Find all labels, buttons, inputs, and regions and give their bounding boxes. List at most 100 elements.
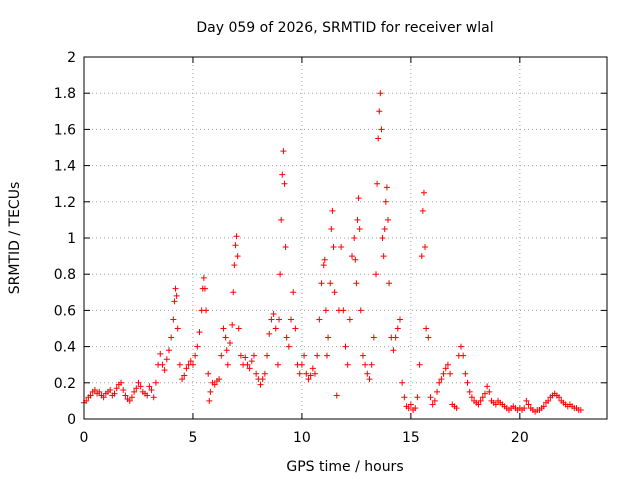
- data-point: [107, 387, 114, 394]
- data-point: [322, 307, 329, 314]
- data-point: [196, 329, 203, 336]
- data-point: [384, 216, 391, 223]
- data-point: [376, 108, 383, 115]
- data-point: [113, 385, 120, 392]
- data-point: [412, 405, 419, 412]
- data-point: [318, 280, 325, 287]
- data-point: [346, 316, 353, 323]
- y-tick-label: 1.8: [54, 86, 76, 102]
- data-point: [266, 330, 273, 337]
- data-point: [203, 307, 210, 314]
- data-point: [290, 289, 297, 296]
- data-point: [183, 365, 190, 372]
- data-point: [374, 180, 381, 187]
- data-point: [250, 352, 257, 359]
- data-point: [137, 383, 144, 390]
- data-point: [378, 126, 385, 133]
- data-point: [179, 376, 186, 383]
- data-point: [468, 394, 475, 401]
- data-point: [321, 256, 328, 263]
- data-point: [264, 352, 271, 359]
- data-point: [383, 184, 390, 191]
- data-point: [201, 285, 208, 292]
- data-point: [392, 334, 399, 341]
- data-point: [233, 233, 240, 240]
- data-point: [333, 392, 340, 399]
- y-tick-label: 1.4: [54, 159, 76, 175]
- y-tick-label: 0.2: [54, 376, 76, 392]
- data-point: [192, 352, 199, 359]
- data-point: [342, 343, 349, 350]
- data-point: [545, 397, 552, 404]
- data-point: [303, 370, 310, 377]
- data-point: [438, 376, 445, 383]
- data-point: [161, 367, 168, 374]
- data-point: [577, 406, 584, 413]
- data-point: [87, 392, 94, 399]
- data-point: [285, 343, 292, 350]
- data-point: [362, 361, 369, 368]
- data-point: [126, 397, 133, 404]
- data-point: [298, 361, 305, 368]
- data-point: [431, 397, 438, 404]
- y-tick-label: 0.4: [54, 340, 76, 356]
- data-point: [462, 370, 469, 377]
- data-point: [274, 361, 281, 368]
- data-point: [556, 394, 563, 401]
- data-point: [344, 361, 351, 368]
- data-point: [216, 376, 223, 383]
- data-point: [323, 352, 330, 359]
- data-point: [277, 271, 284, 278]
- data-point: [189, 361, 196, 368]
- data-point: [237, 352, 244, 359]
- x-tick-label: 10: [293, 430, 311, 446]
- y-tick-label: 1.2: [54, 195, 76, 211]
- data-point: [296, 370, 303, 377]
- data-point: [375, 135, 382, 142]
- data-point: [370, 334, 377, 341]
- data-point: [283, 334, 290, 341]
- data-point: [309, 365, 316, 372]
- data-point: [479, 394, 486, 401]
- data-point: [91, 387, 98, 394]
- y-tick-label: 0.8: [54, 267, 76, 283]
- data-point: [447, 370, 454, 377]
- data-point: [229, 321, 236, 328]
- data-point: [246, 365, 253, 372]
- data-point: [165, 347, 172, 354]
- data-point: [200, 274, 207, 281]
- data-point: [355, 195, 362, 202]
- data-point: [146, 383, 153, 390]
- data-point: [268, 316, 275, 323]
- data-point: [223, 347, 230, 354]
- data-point: [328, 225, 335, 232]
- data-point: [194, 343, 201, 350]
- data-point: [281, 180, 288, 187]
- data-point: [279, 171, 286, 178]
- data-point: [242, 354, 249, 361]
- data-point: [486, 388, 493, 395]
- data-point: [131, 388, 138, 395]
- data-point: [128, 394, 135, 401]
- data-point: [207, 388, 214, 395]
- data-point: [122, 392, 129, 399]
- axis-ticks: 00.20.40.60.811.21.41.61.820 5 10 15 20: [54, 50, 607, 446]
- data-point: [357, 307, 364, 314]
- data-point: [475, 401, 482, 408]
- data-point: [181, 372, 188, 379]
- data-point: [394, 325, 401, 332]
- data-point: [211, 381, 218, 388]
- y-tick-label: 0.6: [54, 303, 76, 319]
- data-point: [477, 397, 484, 404]
- data-point: [135, 379, 142, 386]
- data-point: [444, 361, 451, 368]
- data-point: [379, 235, 386, 241]
- chart-title: Day 059 of 2026, SRMTID for receiver wla…: [196, 20, 493, 36]
- x-tick-label: 5: [188, 430, 197, 446]
- data-point: [354, 216, 361, 223]
- data-point: [316, 316, 323, 323]
- data-point: [173, 292, 180, 299]
- data-point: [338, 244, 345, 251]
- data-point: [235, 325, 242, 332]
- data-point: [276, 316, 283, 323]
